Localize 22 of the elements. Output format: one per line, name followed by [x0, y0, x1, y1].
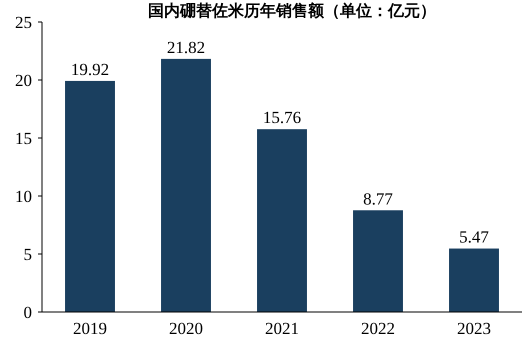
data-label: 15.76: [262, 108, 302, 128]
y-tick-label: 5: [24, 245, 32, 264]
data-label: 5.47: [459, 228, 490, 247]
bar: [449, 248, 499, 312]
x-tick-label: 2020: [169, 319, 203, 338]
bar: [65, 80, 115, 312]
x-tick-label: 2021: [265, 319, 299, 338]
y-tick-label: 10: [15, 187, 32, 206]
x-tick-label: 2019: [73, 319, 107, 338]
x-tick-label: 2023: [457, 319, 491, 338]
bar: [161, 58, 211, 312]
y-tick-label: 25: [15, 13, 32, 32]
data-label: 19.92: [70, 60, 110, 79]
data-label: 8.77: [363, 189, 394, 208]
bar: [353, 210, 403, 312]
x-tick-label: 2022: [361, 319, 395, 338]
bar: [257, 129, 307, 312]
y-tick-label: 15: [15, 129, 32, 148]
y-tick-label: 20: [15, 71, 32, 90]
chart-title: 国内硼替佐米历年销售额（单位：亿元）: [148, 2, 436, 20]
y-tick-label: 0: [24, 303, 32, 322]
data-label: 21.82: [166, 38, 206, 57]
